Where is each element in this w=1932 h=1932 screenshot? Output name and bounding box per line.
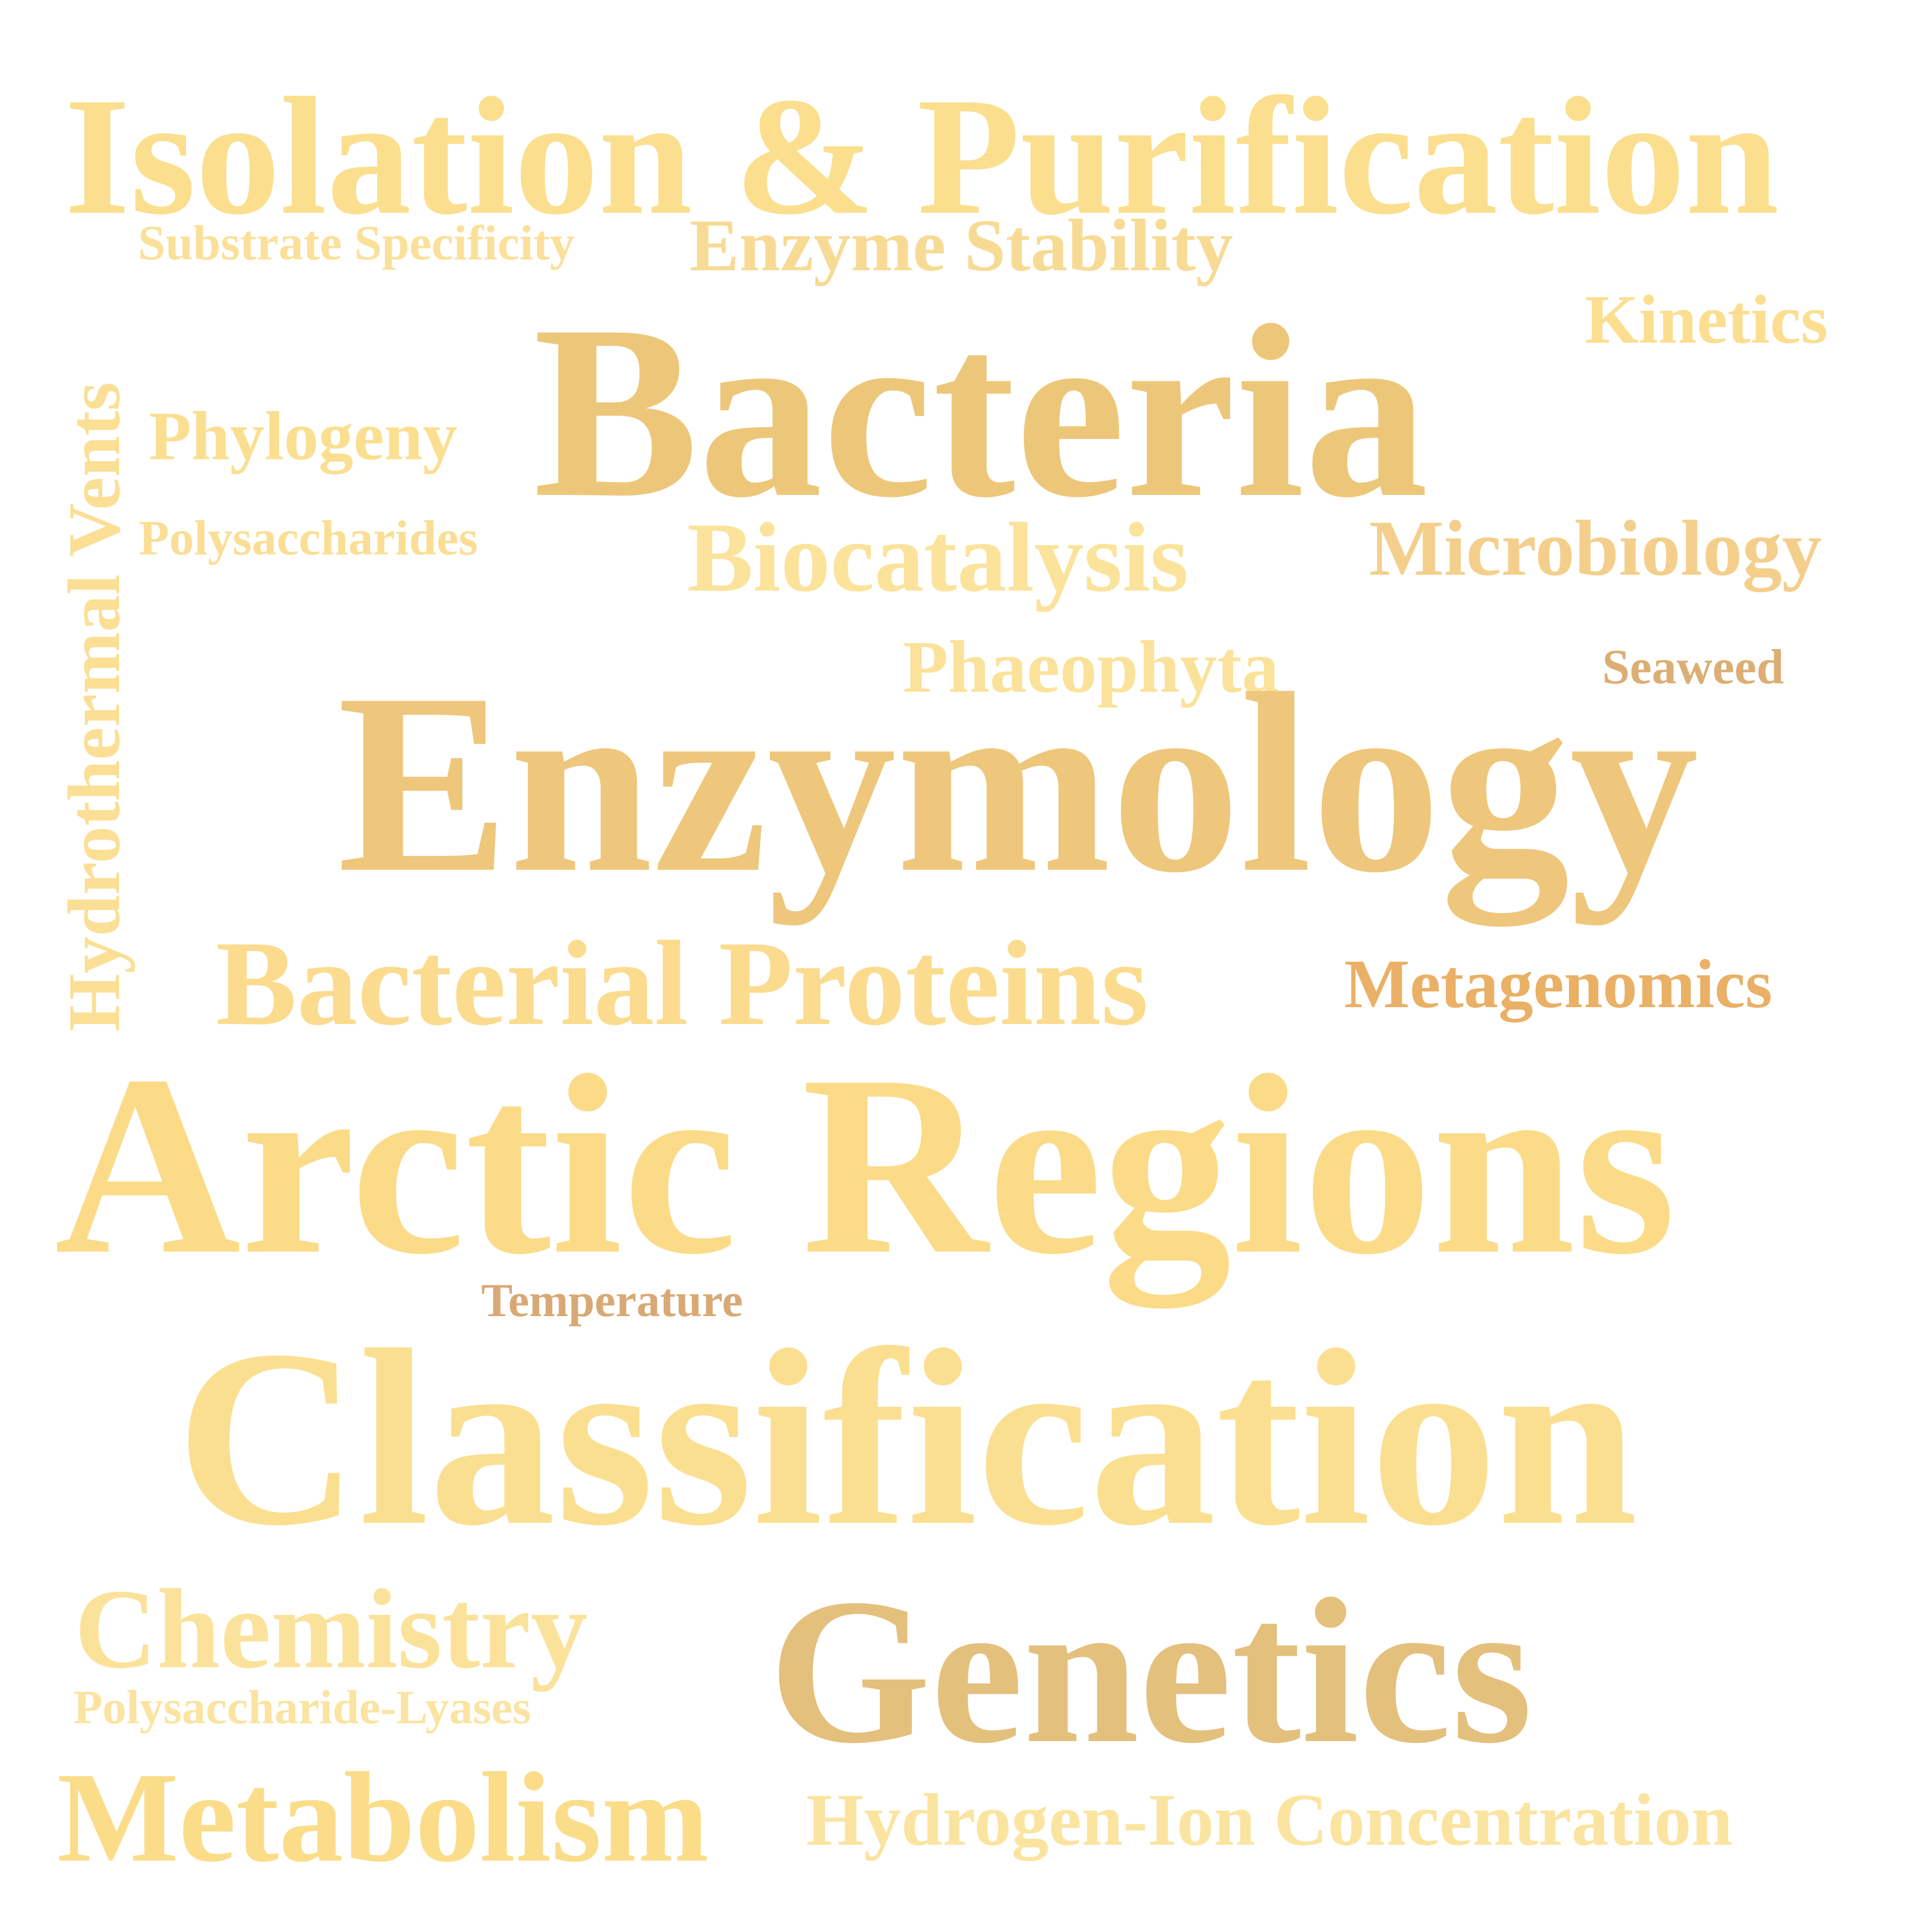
- word-arctic-regions: Arctic Regions: [55, 1023, 1676, 1308]
- word-polysaccharides: Polysaccharides: [139, 510, 478, 565]
- word-chemistry: Chemistry: [74, 1566, 588, 1692]
- word-phylogeny: Phylogeny: [149, 398, 458, 475]
- word-metabolism: Metabolism: [57, 1746, 709, 1889]
- word-phaeophyta: Phaeophyta: [903, 626, 1279, 708]
- word-hydrogen-ion-concentration: Hydrogen-Ion Concentration: [806, 1779, 1733, 1861]
- word-microbiology: Microbiology: [1369, 504, 1822, 592]
- word-enzymology: Enzymology: [337, 641, 1699, 926]
- word-hydrothermal-vents: Hydrothermal Vents: [53, 382, 135, 1031]
- word-biocatalysis: Biocatalysis: [687, 503, 1189, 612]
- word-classification: Classification: [176, 1298, 1638, 1578]
- word-bacterial-proteins: Bacterial Proteins: [216, 916, 1149, 1050]
- word-polysaccharide-lyases: Polysaccharide-Lyases: [73, 1681, 531, 1734]
- word-seaweed: Seaweed: [1602, 639, 1784, 694]
- word-substrate-specificity: Substrate Specificity: [138, 215, 575, 270]
- word-bacteria: Bacteria: [533, 274, 1429, 549]
- word-metagenomics: Metagenomics: [1344, 946, 1773, 1023]
- word-temperature: Temperature: [481, 1274, 743, 1327]
- word-genetics: Genetics: [769, 1556, 1533, 1786]
- word-isolation-purification: Isolation & Purification: [64, 62, 1779, 249]
- word-kinetics: Kinetics: [1585, 281, 1828, 358]
- word-enzyme-stability: Enzyme Stability: [689, 204, 1233, 287]
